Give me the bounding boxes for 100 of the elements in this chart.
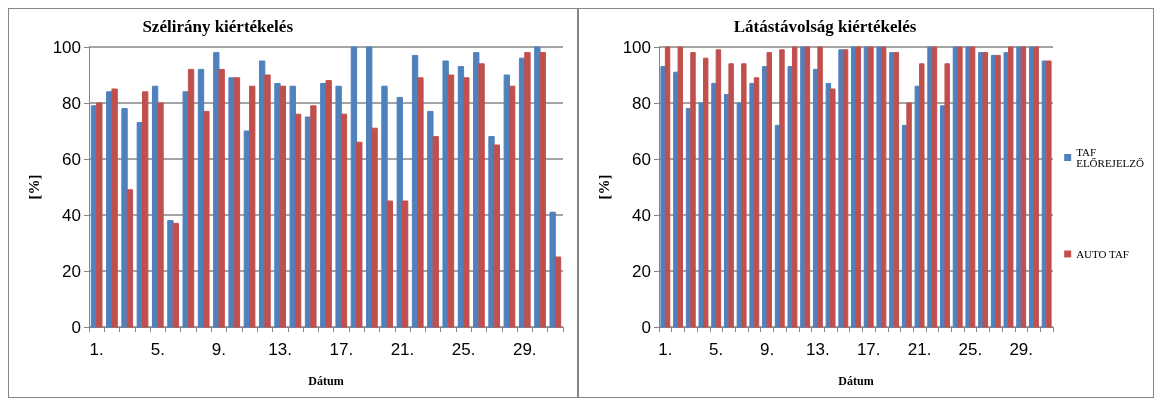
bar	[715, 49, 722, 328]
x-tick-label: 29.	[1009, 340, 1034, 359]
bar	[855, 46, 861, 328]
bar	[96, 102, 103, 328]
y-tick-label: 60	[632, 149, 651, 169]
bar	[396, 96, 403, 328]
bar	[1033, 46, 1039, 328]
x-tick-label: 9.	[211, 340, 227, 359]
bar	[995, 54, 1001, 328]
bar	[664, 46, 671, 328]
bar	[279, 85, 286, 328]
bar	[749, 82, 755, 328]
legend-label: AUTO TAF	[1076, 248, 1129, 260]
bar	[381, 85, 388, 328]
y-tick-label: 100	[52, 37, 81, 57]
bar	[432, 136, 439, 328]
bar	[249, 85, 256, 328]
bar	[817, 46, 823, 328]
bar	[690, 52, 696, 328]
bar	[111, 88, 118, 328]
chart-title: Látástávolság kiértékelés	[733, 17, 917, 36]
bar	[804, 46, 811, 328]
bar	[463, 77, 470, 328]
bar	[335, 85, 342, 328]
bar	[488, 136, 495, 328]
x-tick-label: 1.	[89, 340, 104, 359]
bar	[340, 113, 348, 328]
bar	[766, 52, 772, 328]
y-tick-label: 100	[622, 37, 651, 57]
bar	[944, 63, 950, 328]
bar	[447, 74, 455, 328]
y-tick-label: 80	[62, 93, 81, 113]
bar	[233, 77, 241, 328]
bar	[493, 144, 501, 328]
x-tick-label: 21.	[907, 340, 932, 359]
bar	[549, 211, 556, 328]
y-tick-label: 0	[641, 317, 651, 337]
y-tick-label: 20	[632, 261, 651, 281]
x-tick-label: 17.	[856, 340, 881, 359]
bar	[554, 256, 562, 328]
x-tick-label: 21.	[390, 340, 415, 359]
y-axis-title: [%]	[26, 174, 43, 200]
bar	[310, 105, 317, 328]
bar	[838, 49, 844, 328]
bar	[660, 66, 666, 328]
bar	[1046, 60, 1052, 328]
bar	[791, 46, 798, 328]
bar	[1020, 46, 1027, 328]
bar	[957, 46, 963, 328]
x-tick-label: 5.	[709, 340, 724, 359]
bar	[906, 102, 912, 328]
x-tick-label: 13.	[806, 340, 830, 359]
bar	[539, 52, 546, 328]
bar	[893, 52, 900, 328]
bar	[524, 52, 531, 328]
bar	[842, 49, 849, 328]
bar	[228, 77, 235, 328]
y-axis-title: [%]	[596, 174, 613, 200]
bar	[172, 222, 179, 328]
y-tick-label: 40	[62, 205, 81, 225]
chart-title: Szélirány kiértékelés	[142, 17, 294, 36]
y-tick-label: 0	[71, 317, 81, 337]
bar	[126, 189, 134, 328]
bar	[157, 102, 164, 328]
bar	[711, 82, 717, 328]
bar	[503, 74, 510, 328]
bar	[830, 88, 836, 328]
bar	[1016, 46, 1022, 328]
x-axis-title: Dátum	[308, 374, 344, 388]
bar	[1008, 46, 1014, 328]
bar	[289, 85, 296, 328]
x-tick-label: 13.	[268, 340, 292, 359]
bar	[919, 63, 925, 328]
x-tick-label: 9.	[759, 340, 775, 359]
x-axis-title: Dátum	[838, 374, 874, 388]
bar	[478, 63, 485, 328]
y-tick-label: 40	[632, 205, 651, 225]
bar	[982, 52, 989, 328]
legend-label: TAF ELŐREJELZŐ	[1076, 146, 1145, 169]
x-tick-label: 29.	[512, 340, 537, 359]
bar	[969, 46, 976, 328]
y-tick-label: 80	[632, 93, 651, 113]
bar	[753, 77, 760, 328]
bar	[880, 46, 887, 328]
x-tick-label: 25.	[451, 340, 476, 359]
bar	[698, 102, 704, 328]
bar	[187, 68, 195, 328]
bar	[371, 127, 378, 328]
bar	[121, 108, 128, 328]
bar	[182, 91, 189, 328]
bar	[779, 49, 785, 328]
x-tick-label: 25.	[958, 340, 983, 359]
bar	[965, 46, 971, 328]
bar	[401, 200, 409, 328]
bar	[800, 46, 806, 328]
bar	[442, 60, 449, 328]
x-tick-label: 5.	[150, 340, 165, 359]
bar	[1003, 52, 1010, 328]
x-tick-label: 1.	[658, 340, 673, 359]
bar	[218, 68, 225, 328]
